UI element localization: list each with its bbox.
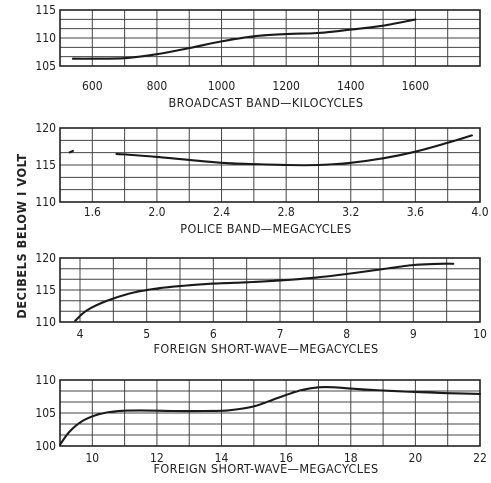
x-tick-label: 8 (343, 327, 350, 341)
y-tick-label: 100 (35, 439, 56, 453)
plot-frame (59, 9, 481, 67)
x-tick-label: 3.6 (407, 205, 424, 219)
x-tick-label: 5 (143, 327, 150, 341)
x-tick-label: 2.8 (278, 205, 295, 219)
plot-frame (59, 257, 481, 323)
plot-frame (59, 127, 481, 203)
x-tick-label: 1000 (208, 79, 236, 93)
x-axis-label: POLICE BAND—MEGACYCLES (180, 221, 351, 236)
x-axis-label: FOREIGN SHORT-WAVE—MEGACYCLES (153, 461, 378, 476)
x-tick-label: 20 (409, 451, 423, 465)
x-tick-label: 1400 (337, 79, 365, 93)
x-tick-label: 12 (150, 451, 164, 465)
x-tick-label: 2.4 (213, 205, 230, 219)
y-tick-label: 115 (35, 3, 56, 17)
x-axis-label: BROADCAST BAND—KILOCYCLES (169, 95, 364, 110)
y-tick-label: 110 (35, 31, 56, 45)
x-tick-label: 7 (277, 327, 284, 341)
x-tick-label: 16 (279, 451, 293, 465)
x-tick-label: 10 (85, 451, 99, 465)
series-line (74, 262, 455, 322)
chart-panel-3: 110 115 120 4 5 6 7 8 9 10 FOREIGN SHORT-WAVE—MEGA… (35, 251, 487, 356)
x-tick-label: 3.2 (342, 205, 359, 219)
plot-frame (59, 379, 481, 447)
y-tick-label: 105 (35, 59, 56, 73)
x-tick-label: 2.0 (148, 205, 165, 219)
y-tick-label: 120 (35, 251, 56, 265)
y-tick-label: 120 (35, 121, 56, 135)
series-line (71, 18, 417, 60)
x-axis-label: FOREIGN SHORT-WAVE—MEGACYCLES (153, 341, 378, 356)
y-tick-label: 105 (35, 406, 56, 420)
x-tick-label: 22 (473, 451, 487, 465)
series-line (115, 134, 473, 167)
chart-panel-2: 110 115 120 1.6 2.0 2.4 2.8 3.2 3.6 4.0 POLICE BAN… (35, 121, 488, 236)
x-tick-label: 14 (215, 451, 229, 465)
y-tick-label: 110 (35, 315, 56, 329)
x-tick-label: 600 (82, 79, 103, 93)
y-tick-label: 115 (35, 158, 56, 172)
y-tick-label: 110 (35, 373, 56, 387)
x-tick-label: 1.6 (84, 205, 101, 219)
x-tick-label: 9 (410, 327, 417, 341)
y-tick-label: 110 (35, 195, 56, 209)
chart-panel-1: 105 110 115 600 800 1000 1200 1400 1600 BROADCAST… (35, 3, 481, 110)
chart-panel-4: 100 105 110 10 12 14 16 18 20 22 FOREIGN SHORT-WAV… (35, 373, 486, 476)
y-tick-label: 115 (35, 283, 56, 297)
series-line (68, 149, 74, 154)
x-tick-label: 4.0 (471, 205, 488, 219)
x-tick-label: 1600 (402, 79, 430, 93)
x-tick-label: 800 (147, 79, 168, 93)
x-tick-label: 18 (344, 451, 358, 465)
x-tick-label: 4 (77, 327, 84, 341)
x-tick-label: 10 (473, 327, 487, 341)
y-axis-label: DECIBELS BELOW I VOLT (14, 153, 29, 318)
series-line (58, 385, 482, 446)
x-tick-label: 6 (210, 327, 217, 341)
x-tick-label: 1200 (272, 79, 300, 93)
